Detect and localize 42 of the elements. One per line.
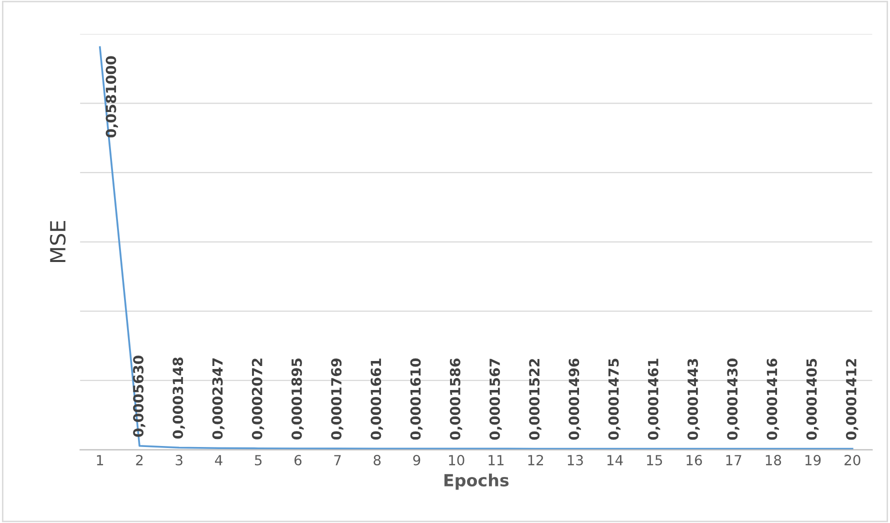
data-label: 0,0001475 [608,358,621,440]
data-label: 0,0581000 [106,56,118,138]
data-label: 0,0003148 [172,358,185,439]
data-label: 0,0001586 [450,358,462,440]
x-tick-label: 15 [647,455,662,466]
x-tick-label: 20 [844,454,860,466]
data-label: 0,0001416 [766,358,779,440]
x-tick-label: 7 [334,455,341,466]
data-label: 0,0001769 [331,358,344,440]
x-tick-label: 13 [568,454,583,466]
x-tick-label: 11 [488,455,504,466]
x-tick-label: 17 [726,455,742,466]
data-label: 0,0001430 [727,358,740,440]
data-label: 0,0001567 [489,358,502,440]
x-tick-label: 6 [294,454,302,466]
data-label: 0,0001522 [529,359,542,440]
data-label: 0,0001496 [568,358,581,440]
x-tick-label: 8 [374,454,381,466]
data-label: 0,0001461 [648,358,660,440]
x-tick-label: 19 [805,454,821,466]
data-label: 0,0001412 [846,359,858,440]
x-axis-title: Epochs [444,474,509,490]
x-tick-label: 16 [686,454,702,466]
data-label: 0,0001895 [291,358,304,440]
x-tick-label: 14 [607,455,623,466]
data-label: 0,0001661 [370,358,383,440]
x-tick-label: 4 [214,455,222,466]
x-tick-label: 2 [136,454,143,466]
x-tick-label: 5 [254,455,262,466]
x-tick-label: 9 [413,454,420,466]
data-label: 0,0002347 [212,358,225,440]
x-tick-label: 3 [176,454,182,466]
y-axis-title: MSE [50,221,66,262]
x-tick-label: 12 [528,454,544,466]
data-label: 0,0001610 [410,358,423,440]
data-label: 0,0001443 [688,358,700,440]
x-tick-label: 1 [97,455,104,466]
data-label: 0,0002072 [252,358,264,440]
x-tick-label: 10 [449,454,464,466]
data-label: 0,0001405 [806,358,819,440]
data-label: 0,0005630 [133,356,146,437]
x-tick-label: 18 [766,454,782,466]
